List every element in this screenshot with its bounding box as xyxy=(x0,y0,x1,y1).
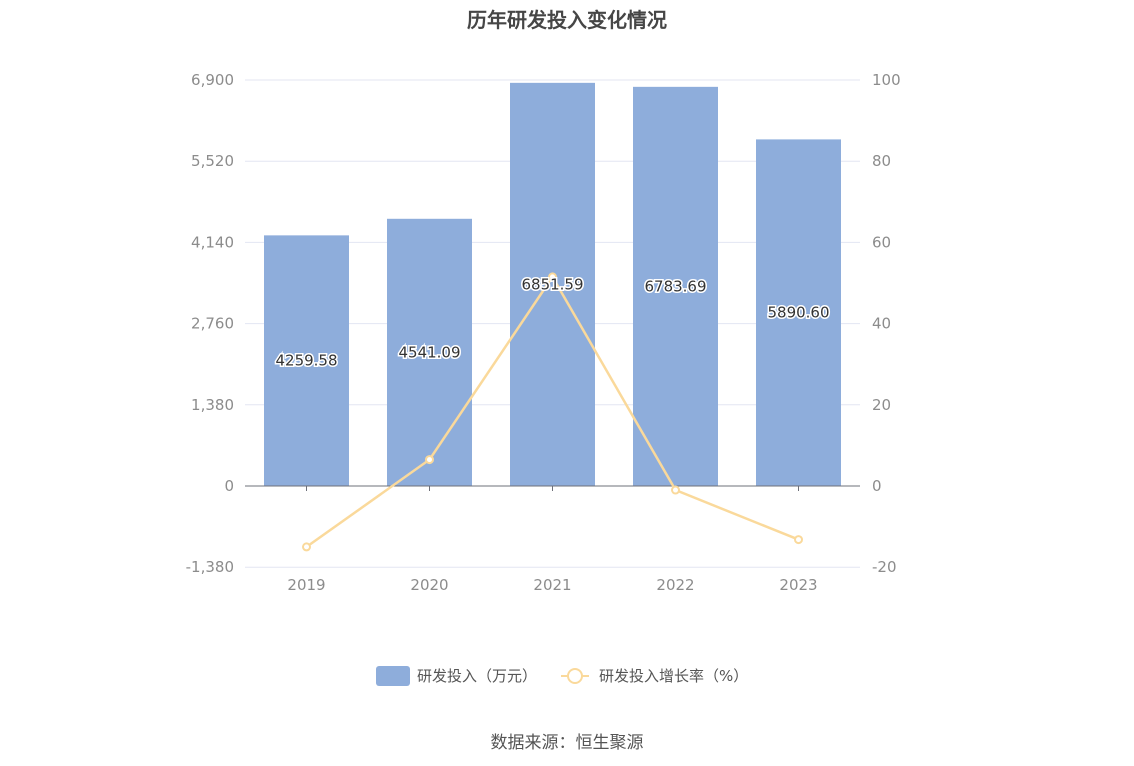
legend-line-label: 研发投入增长率（%） xyxy=(599,667,748,685)
chart-title: 历年研发投入变化情况 xyxy=(467,8,667,32)
y-right-tick-label: 80 xyxy=(872,152,891,170)
y-left-tick-label: 0 xyxy=(224,477,234,495)
bar xyxy=(756,139,841,486)
growth-point xyxy=(425,455,434,465)
legend-line-marker xyxy=(567,668,583,684)
growth-point xyxy=(302,542,311,552)
x-tick-label: 2020 xyxy=(410,576,448,594)
bar-value-label: 6851.59 xyxy=(521,275,583,293)
bar xyxy=(633,86,718,486)
bar-value-label: 4541.09 xyxy=(398,343,460,361)
legend[interactable]: 研发投入（万元） 研发投入增长率（%） xyxy=(376,666,748,686)
bar xyxy=(510,82,595,486)
data-labels: 4259.58 4541.09 6851.59 6783.69 5890.60 xyxy=(274,274,831,371)
x-tick-label: 2019 xyxy=(287,576,325,594)
bar xyxy=(264,235,349,486)
x-tick-label: 2021 xyxy=(533,576,571,594)
bar xyxy=(387,218,472,487)
bar-value-label: 4259.58 xyxy=(275,352,337,370)
bar-series xyxy=(264,82,841,487)
bar-value-label: 5890.60 xyxy=(767,304,829,322)
legend-bar-label: 研发投入（万元） xyxy=(417,667,537,685)
y-right-tick-label: 60 xyxy=(872,233,891,251)
growth-point xyxy=(671,485,680,495)
y-left-tick-label: 2,760 xyxy=(191,315,234,333)
legend-bar-swatch xyxy=(376,666,410,686)
x-tick-label: 2023 xyxy=(779,576,817,594)
y-left-tick-label: 1,380 xyxy=(191,396,234,414)
axes: -1,380 0 1,380 2,760 4,140 5,520 6,900 -20 0 20 40… xyxy=(186,71,901,594)
bar-value-label: 6783.69 xyxy=(644,277,706,295)
y-right-tick-label: 0 xyxy=(872,477,882,495)
y-right-tick-label: 40 xyxy=(872,315,891,333)
y-right-tick-label: -20 xyxy=(872,558,897,576)
x-tick-label: 2022 xyxy=(656,576,694,594)
y-right-tick-label: 20 xyxy=(872,396,891,414)
y-left-tick-label: 4,140 xyxy=(191,233,234,251)
line-series xyxy=(302,272,803,552)
y-left-tick-label: -1,380 xyxy=(186,558,234,576)
y-right-tick-label: 100 xyxy=(872,71,901,89)
y-left-tick-label: 6,900 xyxy=(191,71,234,89)
source-note: 数据来源：恒生聚源 xyxy=(490,733,644,753)
y-left-tick-label: 5,520 xyxy=(191,152,234,170)
growth-point xyxy=(548,272,557,282)
growth-point xyxy=(794,535,803,545)
